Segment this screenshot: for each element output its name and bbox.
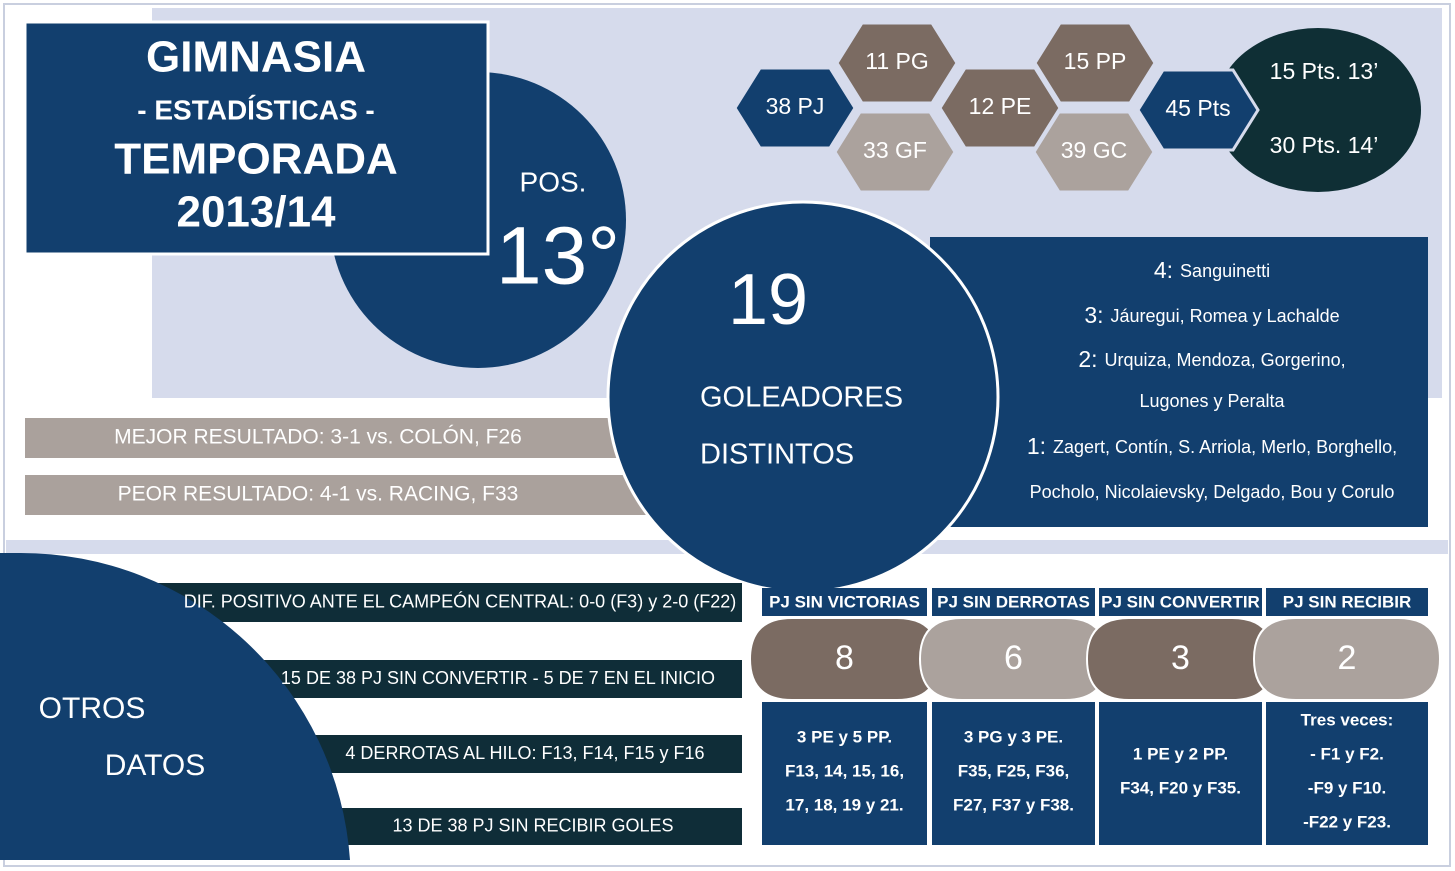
- streak-detail: - F1 y F2.: [1310, 744, 1384, 763]
- scorer-goals: 4:: [1154, 257, 1173, 283]
- streak-details-bg: [762, 702, 927, 845]
- other-text: DIF. POSITIVO ANTE EL CAMPEÓN CENTRAL: 0…: [184, 590, 736, 611]
- stat-text: 11 PG: [865, 48, 929, 74]
- comparison-text: 15 Pts. 13’: [1270, 58, 1379, 84]
- other-bar: [140, 583, 742, 622]
- streak-header-bg: [1099, 588, 1262, 616]
- scorers-count: 19: [728, 260, 808, 340]
- stat-hex: [938, 66, 1062, 150]
- streak-detail: F35, F25, F36,: [958, 761, 1070, 780]
- streak-header-bg: [762, 588, 927, 616]
- scorer-line: 1: Zagert, Contín, S. Arriola, Merlo, Bor…: [1027, 433, 1397, 459]
- title-box: [23, 20, 490, 256]
- stat-hex: [733, 66, 857, 150]
- other-bar: [320, 808, 742, 845]
- streak-detail: -F9 y F10.: [1308, 778, 1386, 797]
- frame: [3, 3, 1451, 867]
- scorer-line: 2: Urquiza, Mendoza, Gorgerino,: [1078, 346, 1345, 372]
- stat-hex: [835, 21, 959, 105]
- scorer-names: Pocholo, Nicolaievsky, Delgado, Bou y Co…: [1030, 482, 1395, 502]
- result-bar: [25, 418, 625, 458]
- result-text: PEOR RESULTADO: 4-1 vs. RACING, F33: [118, 483, 519, 506]
- position-label: POS.: [520, 166, 587, 197]
- streak-detail: -F22 y F23.: [1303, 812, 1391, 831]
- streak-detail: Tres veces:: [1301, 710, 1394, 729]
- comparison-text: 30 Pts. 14’: [1270, 132, 1379, 158]
- scorer-names: Zagert, Contín, S. Arriola, Merlo, Borgh…: [1053, 437, 1397, 457]
- streak-detail: F27, F37 y F38.: [953, 795, 1074, 814]
- result-bar: [25, 475, 665, 515]
- scorer-goals: 1:: [1027, 433, 1046, 459]
- stat-hex: [833, 110, 957, 194]
- streak-detail: 17, 18, 19 y 21.: [785, 795, 903, 814]
- scorer-line: 4: Sanguinetti: [1154, 257, 1270, 283]
- stat-text: 39 GC: [1061, 137, 1127, 163]
- streak-details-bg: [932, 702, 1095, 845]
- scorer-line: Lugones y Peralta: [1139, 391, 1285, 411]
- scorers-label: DISTINTOS: [700, 439, 854, 471]
- streak-detail: F13, 14, 15, 16,: [785, 761, 904, 780]
- other-text: 15 DE 38 PJ SIN CONVERTIR - 5 DE 7 EN EL…: [281, 668, 715, 688]
- streak-header-bg: [932, 588, 1095, 616]
- other-text: 4 DERROTAS AL HILO: F13, F14, F15 y F16: [345, 743, 704, 763]
- streak-details-bg: [1266, 702, 1428, 845]
- stat-hex: [1032, 110, 1156, 194]
- scorer-names: Sanguinetti: [1180, 261, 1270, 281]
- streak-lens: [1252, 617, 1442, 701]
- other-title: DATOS: [105, 749, 206, 782]
- other-text: 13 DE 38 PJ SIN RECIBIR GOLES: [392, 815, 673, 835]
- stat-text: 45 Pts: [1165, 95, 1230, 121]
- stat-text: 15 PP: [1064, 48, 1127, 74]
- stat-text: 33 GF: [863, 137, 927, 163]
- scorer-names: Urquiza, Mendoza, Gorgerino,: [1105, 350, 1346, 370]
- title: GIMNASIA: [146, 33, 366, 82]
- subtitle: - ESTADÍSTICAS -: [137, 94, 374, 125]
- streak-count: 3: [1171, 639, 1190, 677]
- streak-detail: 3 PE y 5 PP.: [797, 727, 892, 746]
- streak-header-bg: [1266, 588, 1428, 616]
- streak-count: 6: [1004, 639, 1023, 677]
- streak-header: PJ SIN DERROTAS: [937, 592, 1090, 611]
- scorer-goals: 2:: [1078, 346, 1097, 372]
- scorer-names: Lugones y Peralta: [1139, 391, 1285, 411]
- streak-detail: F34, F20 y F35.: [1120, 778, 1241, 797]
- stat-text: 12 PE: [969, 93, 1032, 119]
- streak-detail: 3 PG y 3 PE.: [964, 727, 1063, 746]
- other-shape: [0, 552, 350, 860]
- position-value: 13°: [496, 211, 620, 302]
- result-text: MEJOR RESULTADO: 3-1 vs. COLÓN, F26: [114, 426, 522, 449]
- scorer-goals: 3:: [1084, 302, 1103, 328]
- scorer-line: Pocholo, Nicolaievsky, Delgado, Bou y Co…: [1030, 482, 1395, 502]
- streak-detail: 1 PE y 2 PP.: [1133, 744, 1228, 763]
- streak-count: 8: [835, 639, 854, 677]
- streak-details-bg: [1099, 702, 1262, 845]
- scorer-line: 3: Jáuregui, Romea y Lachalde: [1084, 302, 1339, 328]
- streak-count: 2: [1338, 639, 1357, 677]
- streak-header: PJ SIN VICTORIAS: [769, 592, 920, 611]
- streak-header: PJ SIN RECIBIR: [1283, 592, 1411, 611]
- scorer-names: Jáuregui, Romea y Lachalde: [1111, 306, 1340, 326]
- stat-hex: [1033, 21, 1157, 105]
- scorers-panel: [930, 237, 1428, 527]
- scorers-label: GOLEADORES: [700, 382, 903, 414]
- stat-text: 38 PJ: [766, 93, 825, 119]
- season: 2013/14: [176, 188, 336, 237]
- stat-hex: [1136, 68, 1260, 152]
- season-label: TEMPORADA: [114, 135, 398, 184]
- comparison-ellipse: [1215, 28, 1421, 192]
- other-title: OTROS: [39, 692, 146, 725]
- streak-header: PJ SIN CONVERTIR: [1101, 592, 1260, 611]
